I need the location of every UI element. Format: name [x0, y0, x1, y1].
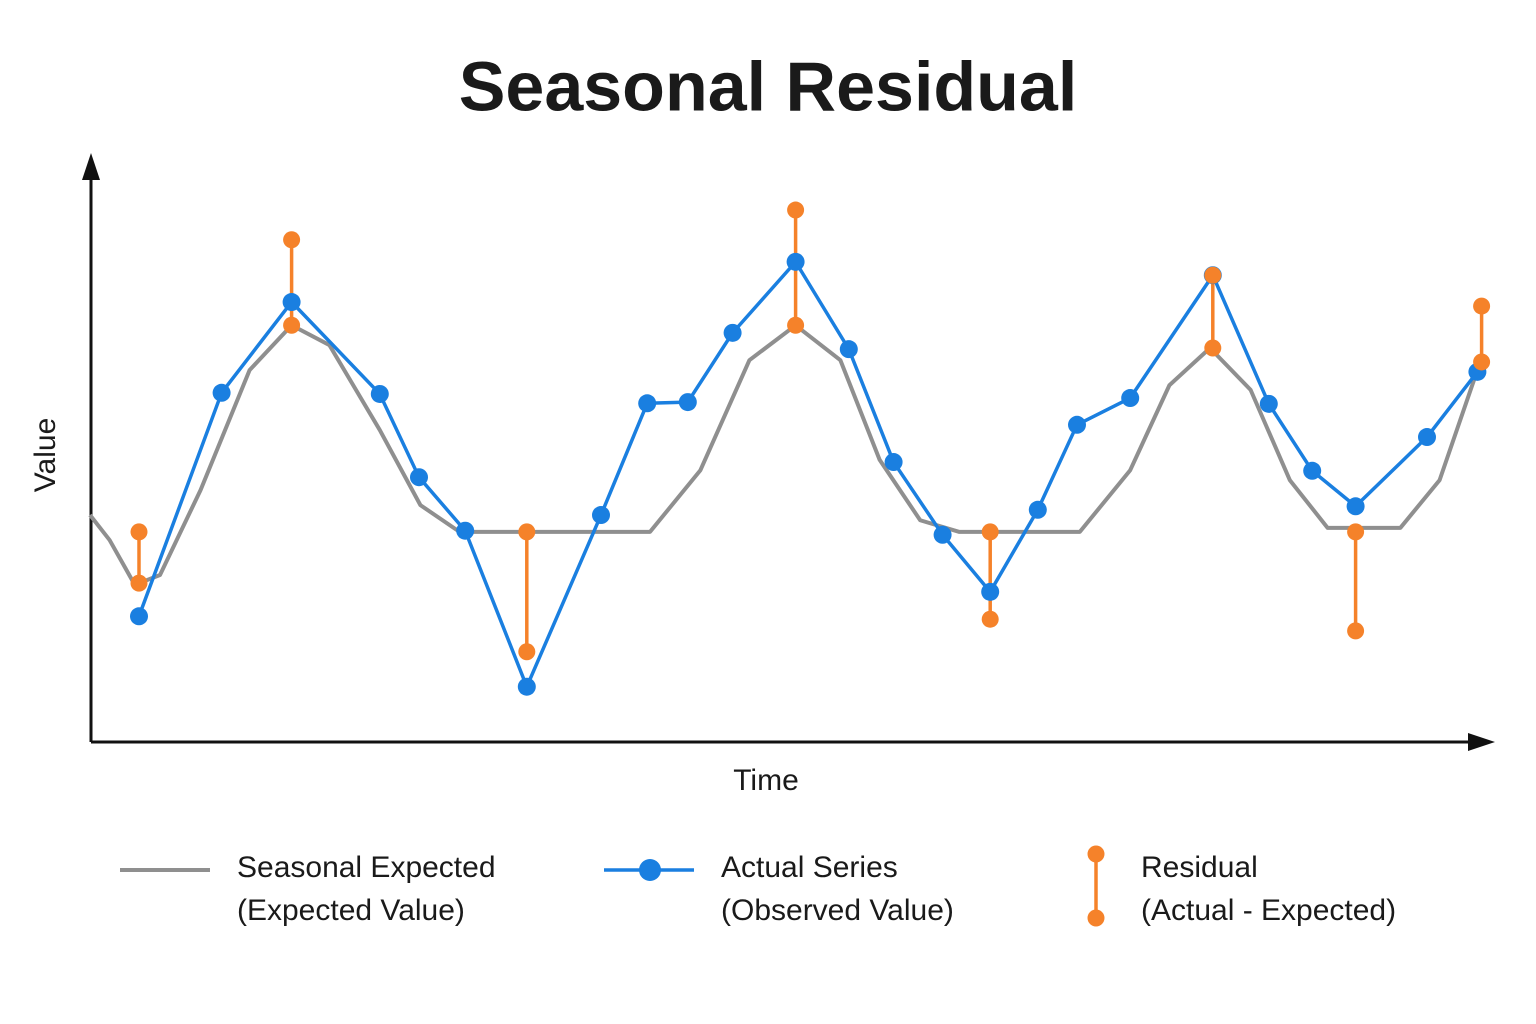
series-point — [981, 582, 1000, 601]
series-point — [592, 506, 610, 525]
series-point — [282, 293, 301, 312]
residual-point — [981, 523, 999, 541]
residual-point — [787, 316, 805, 334]
series-point — [839, 340, 858, 359]
residual-point — [1473, 353, 1491, 371]
series-point — [786, 252, 805, 271]
y-axis-label: Value — [29, 418, 62, 493]
legend-swatch — [639, 859, 661, 881]
legend-label: Actual Series — [721, 851, 898, 884]
series-point — [1418, 428, 1436, 447]
legend-label: Seasonal Expected — [237, 851, 496, 884]
series-point — [1068, 415, 1086, 434]
series-point — [410, 468, 428, 487]
series-point — [1259, 394, 1278, 413]
residual-point — [518, 523, 536, 541]
legend-description: (Actual - Expected) — [1141, 894, 1396, 927]
residual-point — [283, 316, 301, 334]
series-point — [212, 383, 231, 402]
plot-area — [88, 201, 1491, 696]
series-point — [678, 393, 697, 412]
series-point — [1028, 500, 1047, 519]
legend: Seasonal Expected (Expected Value) Actual … — [120, 845, 1396, 927]
residual-point — [981, 610, 999, 628]
legend-swatch — [1087, 845, 1105, 863]
residual-point — [130, 523, 148, 541]
series-point — [884, 453, 903, 472]
series-point — [723, 323, 742, 342]
series-point — [456, 521, 475, 540]
x-axis-arrow — [1468, 733, 1495, 751]
chart-title: Seasonal Residual — [459, 47, 1078, 125]
series-point — [638, 394, 657, 413]
residual-point — [518, 643, 536, 661]
y-axis-arrow — [82, 153, 100, 180]
series-line — [88, 323, 1480, 587]
residual-point — [1204, 339, 1222, 357]
series-point — [1346, 497, 1365, 516]
residual-point — [1347, 523, 1365, 541]
residual-point — [1473, 297, 1491, 315]
residual-point — [283, 231, 301, 249]
residual-point — [130, 574, 148, 592]
legend-label: Residual — [1141, 851, 1258, 884]
legend-description: (Expected Value) — [237, 894, 465, 927]
residual-point — [787, 201, 805, 219]
residual-point — [1347, 622, 1365, 640]
series-point — [370, 384, 389, 403]
legend-description: (Observed Value) — [721, 894, 954, 927]
series-point — [1303, 461, 1322, 480]
series-point — [130, 607, 148, 626]
x-axis-label: Time — [733, 764, 799, 797]
series-point — [933, 525, 952, 544]
series-point — [517, 677, 536, 696]
legend-swatch — [1087, 909, 1105, 927]
residual-point — [1204, 266, 1222, 284]
series-line — [137, 260, 1479, 689]
series-point — [1121, 389, 1140, 408]
